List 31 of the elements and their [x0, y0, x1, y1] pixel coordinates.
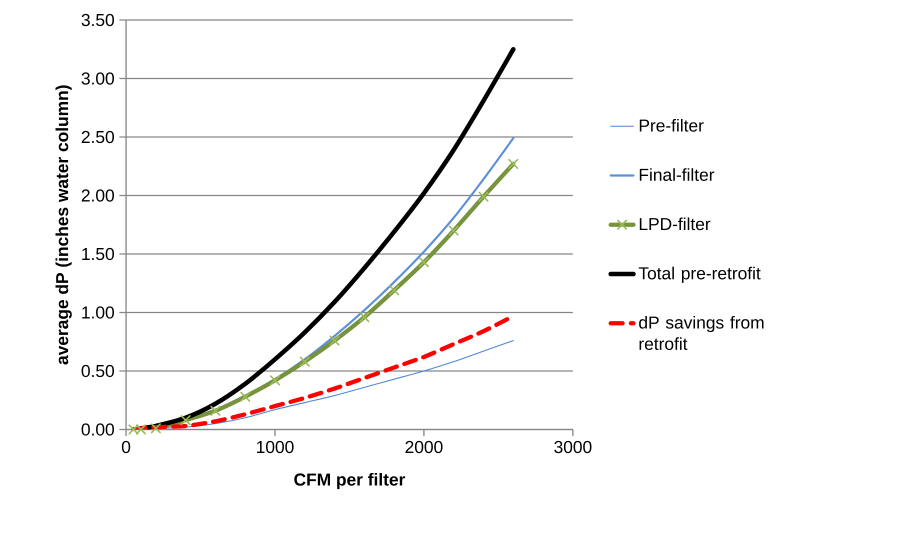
- legend-label: dP savings from retrofit: [639, 316, 764, 350]
- legend-label: Final-filter: [640, 168, 714, 182]
- legend-label: Total pre-retrofit: [638, 266, 761, 283]
- point: [210, 406, 220, 416]
- legend-label: Pre-filter: [640, 119, 704, 132]
- y-tick-label: 0.00: [82, 423, 114, 436]
- x-tick-label: 0: [122, 440, 130, 454]
- point: [478, 192, 489, 202]
- point: [240, 392, 250, 402]
- y-tick-label: 3.00: [82, 72, 114, 85]
- x-axis-title: CFM per filter: [294, 473, 406, 490]
- y-tick-label: 2.00: [82, 189, 114, 202]
- point: [508, 158, 518, 170]
- point: [418, 257, 429, 268]
- x-tick-label: 2000: [406, 440, 443, 454]
- point: [389, 285, 400, 296]
- point: [448, 226, 459, 236]
- point: [270, 375, 280, 386]
- x-tick-label: 1000: [257, 440, 294, 454]
- legend-label: LPD-filter: [640, 218, 710, 230]
- y-tick-label: 0.50: [82, 364, 114, 378]
- point: [330, 336, 340, 346]
- y-axis-title: average dP (inches water column): [56, 85, 72, 365]
- x-tick-label: 3000: [554, 440, 592, 454]
- y-tick-label: 1.50: [82, 248, 114, 260]
- point: [359, 312, 370, 322]
- y-tick-label: 2.50: [82, 130, 114, 144]
- line-series: [131, 47, 516, 430]
- y-tick-label: 1.00: [82, 306, 114, 319]
- y-tick-label: 3.50: [82, 14, 114, 26]
- point: [300, 356, 310, 367]
